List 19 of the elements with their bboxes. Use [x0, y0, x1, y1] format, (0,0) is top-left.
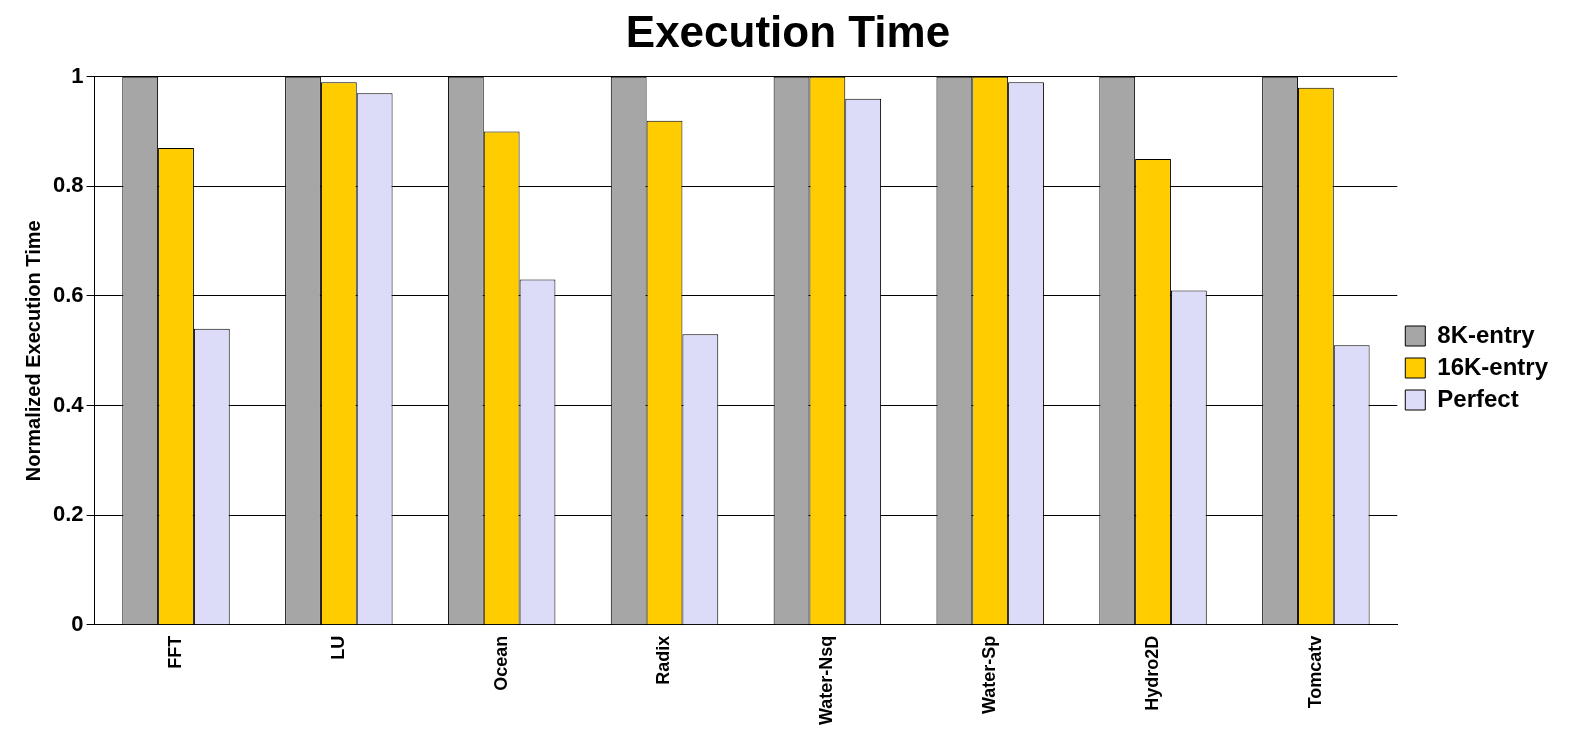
x-tick-label: Tomcatv — [1304, 635, 1325, 709]
legend-label: Perfect — [1437, 384, 1519, 412]
x-tick-label: Water-Nsq — [816, 635, 837, 725]
y-tick-label: 0.4 — [52, 391, 85, 417]
y-tick-label: 0.2 — [52, 501, 84, 527]
x-tick-label: Ocean — [490, 635, 511, 691]
y-tick-label: 0.6 — [52, 282, 84, 308]
y-tick-label: 0.8 — [52, 172, 84, 198]
y-axis-title: Normalized Execution Time — [21, 220, 44, 482]
x-tick-label: FFT — [164, 635, 185, 669]
x-tick-label: Radix — [653, 635, 674, 685]
legend-label: 16K-entry — [1437, 352, 1549, 380]
y-tick-label: 1 — [71, 62, 84, 88]
y-tick-label: 0 — [71, 610, 84, 636]
x-tick-label: Hydro2D — [1142, 635, 1162, 711]
x-tick-label: LU — [327, 635, 348, 660]
x-tick-label: Water-Sp — [979, 635, 1000, 714]
legend-label: 8K-entry — [1437, 320, 1536, 348]
chart-title: Execution Time — [625, 6, 951, 56]
